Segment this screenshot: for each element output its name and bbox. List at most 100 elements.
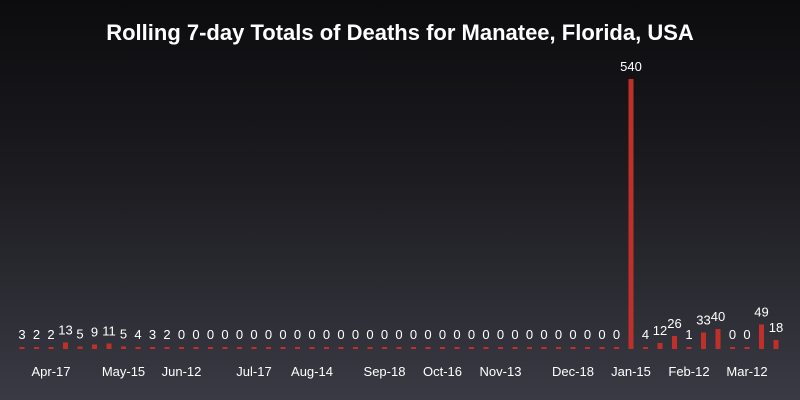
- bar-value-label-47: 33: [696, 313, 710, 328]
- bar-value-label-7: 5: [120, 327, 127, 342]
- bar-0: [19, 347, 25, 349]
- bar-43: [643, 347, 648, 349]
- bar-35: [527, 347, 532, 349]
- bar-value-label-36: 0: [540, 327, 547, 342]
- bar-11: [179, 347, 184, 349]
- bar-value-label-27: 0: [410, 327, 417, 342]
- bar-value-label-1: 2: [33, 327, 40, 342]
- bar-value-label-12: 0: [192, 327, 199, 342]
- bar-value-label-3: 13: [58, 323, 72, 338]
- bar-value-label-8: 4: [134, 327, 141, 342]
- bar-1: [34, 347, 39, 349]
- bar-value-label-48: 40: [711, 309, 725, 324]
- bar-value-label-45: 26: [667, 316, 681, 331]
- bar-6: [106, 343, 112, 349]
- bar-value-label-2: 2: [47, 327, 54, 342]
- bar-value-label-16: 0: [250, 327, 257, 342]
- bar-value-label-32: 0: [482, 327, 489, 342]
- bar-value-label-40: 0: [598, 327, 605, 342]
- x-tick-label-5: Sep-18: [364, 364, 406, 379]
- x-tick-label-0: Apr-17: [31, 364, 70, 379]
- bar-51: [759, 324, 764, 349]
- bar-value-label-52: 18: [769, 320, 783, 335]
- bar-25: [382, 347, 387, 349]
- bar-value-label-39: 0: [584, 327, 591, 342]
- bar-34: [512, 347, 518, 349]
- bar-23: [353, 347, 358, 349]
- bar-value-label-24: 0: [366, 327, 373, 342]
- x-tick-label-7: Nov-13: [480, 364, 522, 379]
- bar-21: [324, 347, 329, 349]
- x-tick-label-10: Feb-12: [668, 364, 709, 379]
- bar-value-label-49: 0: [729, 327, 736, 342]
- bar-16: [251, 347, 257, 349]
- bar-27: [411, 347, 416, 349]
- bar-value-label-10: 2: [163, 327, 170, 342]
- bar-10: [164, 347, 170, 349]
- bar-value-label-31: 0: [468, 327, 475, 342]
- bar-49: [730, 347, 735, 349]
- bar-value-label-11: 0: [178, 327, 185, 342]
- bar-20: [309, 347, 315, 349]
- bar-value-label-26: 0: [395, 327, 402, 342]
- bar-value-label-6: 11: [102, 324, 116, 339]
- bar-value-label-23: 0: [352, 327, 359, 342]
- bar-value-label-35: 0: [526, 327, 533, 342]
- bar-value-label-4: 5: [76, 327, 83, 342]
- bar-22: [338, 347, 344, 349]
- x-tick-label-11: Mar-12: [726, 364, 767, 379]
- bar-39: [585, 347, 590, 349]
- bar-value-label-5: 9: [91, 325, 98, 340]
- bar-17: [266, 347, 271, 349]
- bar-value-label-41: 0: [613, 327, 620, 342]
- bar-44: [657, 343, 663, 349]
- bar-29: [440, 347, 445, 349]
- bar-15: [237, 347, 242, 349]
- bar-18: [280, 347, 286, 349]
- bar-36: [541, 347, 547, 349]
- bar-value-label-9: 3: [149, 327, 156, 342]
- bar-value-label-0: 3: [18, 327, 25, 342]
- bar-9: [150, 347, 155, 349]
- bar-52: [773, 340, 779, 349]
- bar-41: [614, 347, 619, 349]
- bar-value-label-17: 0: [265, 327, 272, 342]
- bar-value-label-22: 0: [337, 327, 344, 342]
- bar-value-label-13: 0: [207, 327, 214, 342]
- bar-14: [222, 347, 228, 349]
- bar-3: [63, 342, 68, 349]
- bar-5: [92, 344, 97, 349]
- bar-37: [556, 347, 561, 349]
- x-tick-label-3: Jul-17: [236, 364, 271, 379]
- x-tick-label-2: Jun-12: [162, 364, 202, 379]
- bar-47: [701, 332, 706, 349]
- bar-value-label-42: 540: [620, 59, 642, 74]
- bar-value-label-29: 0: [439, 327, 446, 342]
- bar-value-label-14: 0: [221, 327, 228, 342]
- bar-value-label-33: 0: [497, 327, 504, 342]
- x-tick-label-4: Aug-14: [291, 364, 333, 379]
- bar-19: [295, 347, 300, 349]
- bar-value-label-30: 0: [453, 327, 460, 342]
- bar-value-label-25: 0: [381, 327, 388, 342]
- bar-value-label-37: 0: [555, 327, 562, 342]
- bar-38: [570, 347, 576, 349]
- bar-24: [367, 347, 373, 349]
- bar-50: [744, 347, 750, 349]
- bar-value-label-18: 0: [279, 327, 286, 342]
- bar-value-label-44: 12: [653, 323, 667, 338]
- chart-title: Rolling 7-day Totals of Deaths for Manat…: [106, 20, 694, 45]
- bar-2: [48, 347, 54, 349]
- bar-26: [396, 347, 402, 349]
- bar-value-label-50: 0: [743, 327, 750, 342]
- bar-value-label-19: 0: [294, 327, 301, 342]
- bar-value-label-20: 0: [308, 327, 315, 342]
- bar-48: [715, 329, 721, 349]
- bar-30: [454, 347, 460, 349]
- bar-40: [599, 347, 605, 349]
- bar-31: [469, 347, 474, 349]
- bar-value-label-15: 0: [236, 327, 243, 342]
- bar-42: [628, 79, 634, 349]
